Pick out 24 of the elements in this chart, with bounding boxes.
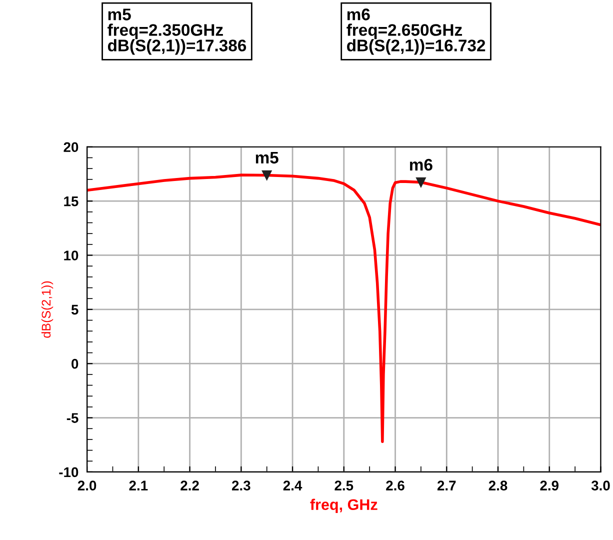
text: m6 freq=2.650GHz dB(S(2,1))=16.732 [346, 8, 486, 55]
x-tick-label: 3.0 [591, 480, 610, 491]
text: m5 freq=2.350GHz dB(S(2,1))=17.386 [108, 8, 246, 55]
x-tick-label: 2.5 [334, 480, 354, 490]
y-tick-label: -10 [59, 467, 78, 478]
y-tick-label: 20 [64, 142, 78, 152]
annotation: m5 [256, 152, 278, 164]
x-tick-label: 2.2 [180, 480, 199, 490]
y-tick-label: 0 [72, 358, 78, 369]
y-axis-title: dB(S(2,1)) [41, 281, 54, 338]
x-tick-label: 2.8 [488, 480, 508, 490]
x-tick-label: 2.0 [78, 480, 96, 490]
x-tick-label: 2.7 [437, 480, 456, 490]
y-tick-label: 5 [71, 304, 78, 315]
x-tick-label: 2.3 [232, 480, 250, 491]
y-tick-label: 15 [64, 196, 78, 206]
x-tick-label: 2.4 [283, 480, 302, 490]
x-tick-label: 2.6 [386, 480, 404, 490]
annotation: m6 [410, 158, 432, 171]
y-tick-label: -5 [66, 413, 78, 423]
x-tick-label: 2.1 [129, 480, 148, 490]
x-tick-label: 2.9 [540, 480, 559, 490]
x-axis-title: freq, GHz [310, 498, 378, 514]
y-tick-label: 10 [64, 250, 78, 260]
